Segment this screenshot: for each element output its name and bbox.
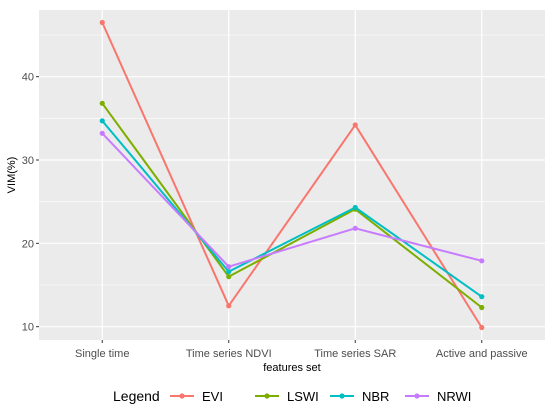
series-line-evi xyxy=(101,22,483,329)
series-line-nrwi xyxy=(101,132,482,268)
x-tick-label: Active and passive xyxy=(436,348,528,360)
data-point-lswi xyxy=(99,100,105,106)
x-tick-label: Time series NDVI xyxy=(186,348,272,360)
plot-panel xyxy=(39,10,545,340)
series-points xyxy=(99,19,485,331)
legend-title: Legend xyxy=(113,388,160,404)
data-point-nrwi xyxy=(99,130,105,136)
y-axis: 10 20 30 40 xyxy=(22,72,39,334)
data-point-nrwi xyxy=(226,264,232,270)
grid-minor xyxy=(39,34,545,286)
y-axis-title: VIM(%) xyxy=(6,157,18,194)
y-tick-label: 10 xyxy=(22,322,34,334)
legend-item-lswi: LSWI xyxy=(255,389,319,404)
x-axis-title: features set xyxy=(263,362,320,374)
y-tick-label: 20 xyxy=(22,238,34,250)
x-axis: Single time Time series NDVI Time series S… xyxy=(75,340,528,360)
x-tick-label: Single time xyxy=(75,348,129,360)
series-line-lswi xyxy=(101,102,483,309)
legend-label: EVI xyxy=(202,389,223,404)
legend-key-point xyxy=(179,393,185,399)
legend-item-nbr: NBR xyxy=(330,389,389,404)
data-point-evi xyxy=(352,122,358,128)
series-line-nbr xyxy=(101,120,483,298)
y-tick-label: 40 xyxy=(22,72,34,84)
y-tick-label: 30 xyxy=(22,155,34,167)
data-point-nbr xyxy=(226,269,232,275)
data-point-evi xyxy=(99,19,105,26)
legend-item-nrwi: NRWI xyxy=(405,389,471,404)
data-point-nbr xyxy=(479,294,485,300)
data-point-nbr xyxy=(352,204,358,211)
data-point-nrwi xyxy=(352,225,358,231)
legend-key-point xyxy=(264,393,270,399)
legend-key-point xyxy=(339,393,345,399)
data-point-nrwi xyxy=(479,258,485,264)
legend-label: NRWI xyxy=(437,389,471,404)
data-point-evi xyxy=(226,303,232,309)
legend-label: NBR xyxy=(362,389,389,404)
x-tick-label: Time series SAR xyxy=(314,348,396,360)
data-point-lswi xyxy=(226,274,232,280)
legend-item-evi: EVI xyxy=(170,389,223,404)
series-lines xyxy=(101,22,483,329)
data-point-evi xyxy=(479,324,485,331)
legend-label: LSWI xyxy=(287,389,319,404)
data-point-nbr xyxy=(99,118,105,124)
legend: Legend EVI LSWI NBR NRWI xyxy=(113,388,471,404)
legend-key-point xyxy=(414,393,420,399)
data-point-lswi xyxy=(479,304,485,311)
